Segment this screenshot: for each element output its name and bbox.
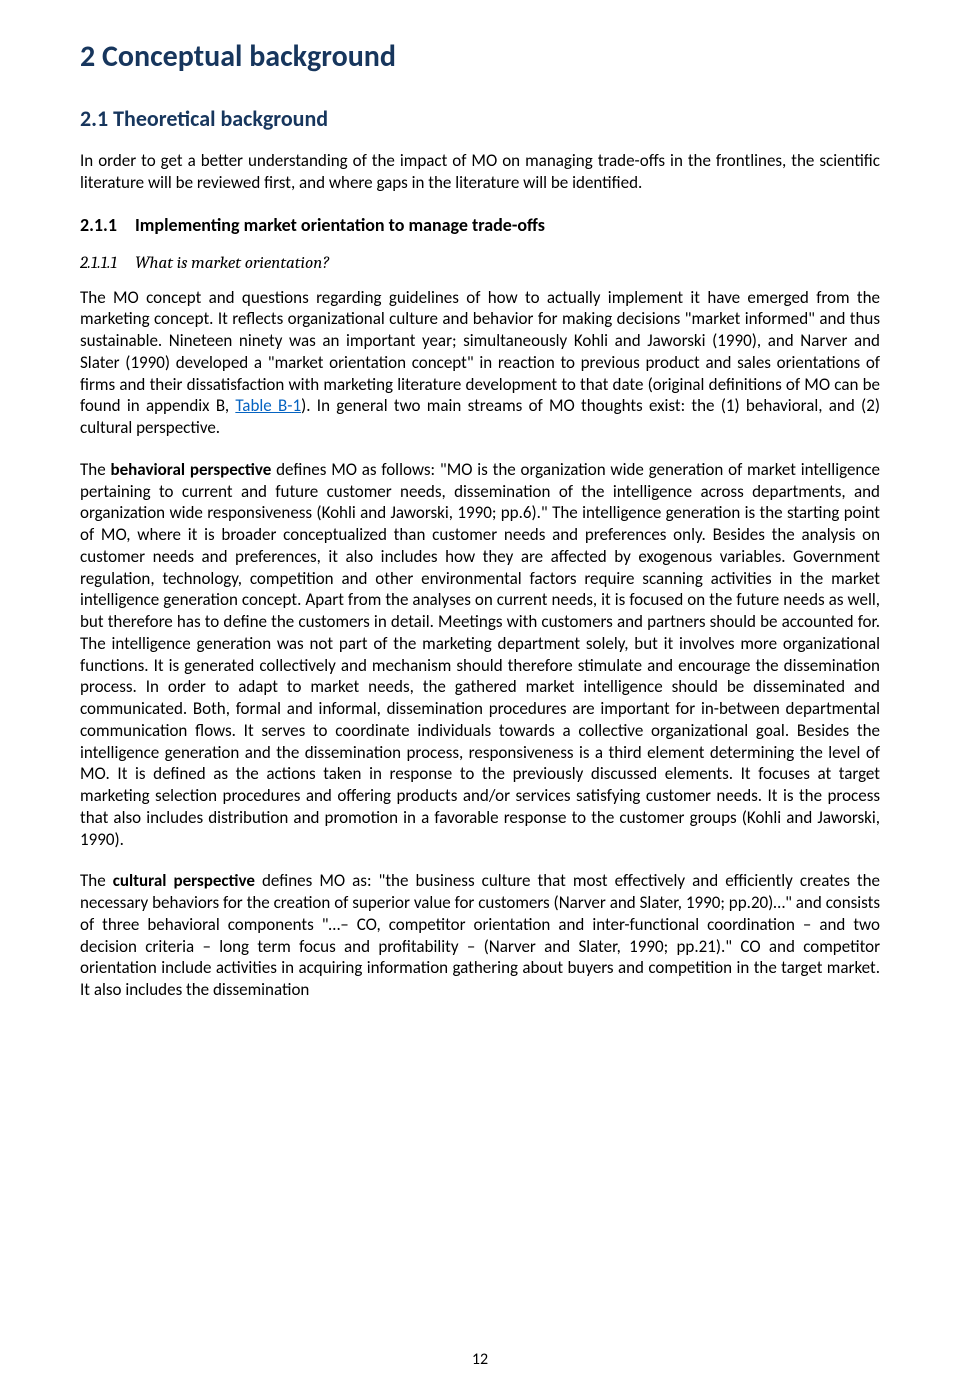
heading-4: 2.1.1.1 What is market orientation? bbox=[80, 254, 880, 273]
paragraph-4: The cultural perspective defines MO as: … bbox=[80, 870, 880, 1001]
heading-3-number: 2.1.1 bbox=[80, 214, 117, 236]
document-page: 2 Conceptual background 2.1 Theoretical … bbox=[0, 0, 960, 1389]
table-b1-link[interactable]: Table B-1 bbox=[235, 395, 301, 416]
paragraph-3: The behavioral perspective defines MO as… bbox=[80, 459, 880, 851]
paragraph-3-text-b: defines MO as follows: "MO is the organi… bbox=[80, 459, 880, 850]
heading-1: 2 Conceptual background bbox=[80, 38, 880, 75]
heading-4-text: What is market orientation? bbox=[135, 254, 329, 273]
paragraph-4-text-a: The bbox=[80, 870, 113, 891]
paragraph-2: The MO concept and questions regarding g… bbox=[80, 287, 880, 439]
paragraph-intro: In order to get a better understanding o… bbox=[80, 150, 880, 194]
heading-3: 2.1.1 Implementing market orientation to … bbox=[80, 214, 880, 236]
cultural-perspective-bold: cultural perspective bbox=[113, 870, 255, 891]
heading-2: 2.1 Theoretical background bbox=[80, 105, 880, 132]
behavioral-perspective-bold: behavioral perspective bbox=[110, 459, 271, 480]
heading-4-number: 2.1.1.1 bbox=[80, 254, 117, 273]
page-number: 12 bbox=[0, 1350, 960, 1369]
heading-3-text: Implementing market orientation to manag… bbox=[135, 214, 545, 236]
paragraph-3-text-a: The bbox=[80, 459, 110, 480]
